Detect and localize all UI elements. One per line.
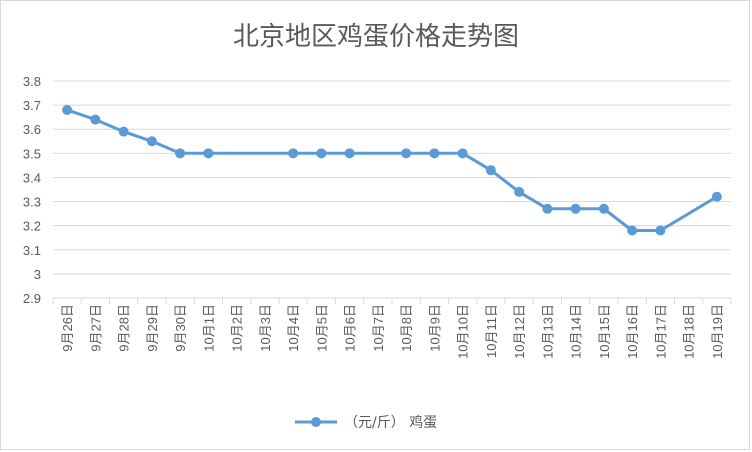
x-tick-label: 10月5日 xyxy=(314,304,329,352)
data-point xyxy=(90,114,101,125)
x-tick-label: 10月18日 xyxy=(682,304,697,359)
y-tick-label: 3.4 xyxy=(23,170,41,185)
y-tick-label: 3.2 xyxy=(23,219,41,234)
data-point xyxy=(542,203,553,214)
x-tick-label: 9月29日 xyxy=(145,304,160,352)
y-tick-label: 3.8 xyxy=(23,74,41,89)
data-point xyxy=(514,186,525,197)
data-point xyxy=(655,225,666,236)
y-tick-label: 3.1 xyxy=(23,243,41,258)
x-tick-label: 10月11日 xyxy=(484,304,499,358)
data-point xyxy=(316,148,327,159)
data-point xyxy=(62,104,73,115)
y-tick-label: 3 xyxy=(34,267,41,282)
data-point xyxy=(344,148,355,159)
x-tick-label: 10月15日 xyxy=(597,304,612,359)
chart-title: 北京地区鸡蛋价格走势图 xyxy=(233,22,519,52)
data-point xyxy=(288,148,299,159)
y-tick-label: 3.6 xyxy=(23,122,41,137)
x-tick-label: 10月1日 xyxy=(201,304,216,352)
legend: （元/斤） 鸡蛋 xyxy=(295,414,437,431)
x-tick-label: 9月26日 xyxy=(60,304,75,352)
x-tick-label: 10月19日 xyxy=(710,304,725,359)
x-tick-label: 10月2日 xyxy=(230,304,245,352)
y-tick-label: 3.5 xyxy=(23,146,41,161)
data-point xyxy=(429,148,440,159)
series-line xyxy=(66,108,718,232)
x-tick-label: 10月14日 xyxy=(569,304,584,359)
data-point xyxy=(570,203,581,214)
data-point xyxy=(401,148,412,159)
x-tick-label: 9月28日 xyxy=(117,304,132,352)
x-tick-label: 10月12日 xyxy=(512,304,527,359)
y-tick-label: 3.7 xyxy=(23,98,41,113)
series-line-layer xyxy=(62,104,722,236)
legend-marker xyxy=(311,417,321,427)
x-tick-label: 10月4日 xyxy=(286,304,301,352)
data-point xyxy=(711,191,722,202)
data-point xyxy=(485,165,496,176)
x-tick-label: 10月13日 xyxy=(540,304,555,359)
x-tick-label: 10月10日 xyxy=(456,304,471,359)
x-axis-ticks: 9月26日 9月27日 9月28日 9月29日 9月30日 10月1日 10月2日 10月3日… xyxy=(52,298,732,359)
data-point xyxy=(627,225,638,236)
x-tick-label: 10月16日 xyxy=(625,304,640,359)
x-tick-label: 9月27日 xyxy=(88,304,103,352)
x-tick-label: 10月7日 xyxy=(371,304,386,352)
data-point xyxy=(175,148,186,159)
data-point xyxy=(457,148,468,159)
data-point xyxy=(146,136,157,147)
y-tick-label: 3.3 xyxy=(23,195,41,210)
gridlines xyxy=(53,80,731,299)
legend-label: （元/斤） 鸡蛋 xyxy=(344,414,437,431)
data-point xyxy=(118,126,129,137)
x-tick-label: 10月3日 xyxy=(258,304,273,352)
y-axis-ticks: 3.8 3.7 3.6 3.5 3.4 3.3 3.2 3.1 3 2.9 xyxy=(23,74,41,306)
y-tick-label: 2.9 xyxy=(23,291,41,306)
x-tick-label: 9月30日 xyxy=(173,304,188,352)
data-point xyxy=(203,148,214,159)
x-tick-label: 10月8日 xyxy=(399,304,414,352)
data-point xyxy=(598,203,609,214)
x-tick-label: 10月6日 xyxy=(343,304,358,352)
x-tick-label: 10月9日 xyxy=(427,304,442,352)
x-tick-label: 10月17日 xyxy=(653,304,668,359)
